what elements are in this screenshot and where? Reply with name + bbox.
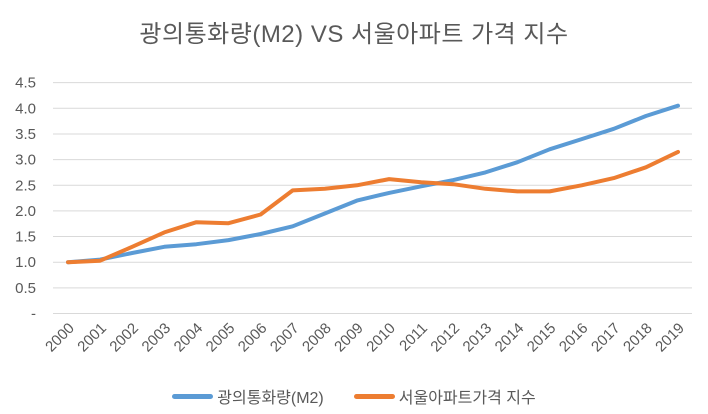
y-tick-label: 3.0 bbox=[15, 152, 36, 169]
series-line-0 bbox=[66, 103, 680, 265]
y-tick-label: 1.0 bbox=[15, 254, 36, 271]
y-tick-label: 0.5 bbox=[15, 280, 36, 297]
x-tick-label: 2017 bbox=[588, 320, 624, 356]
series-lines-group bbox=[66, 103, 680, 265]
gridlines-group bbox=[53, 82, 692, 314]
y-tick-label: 4.0 bbox=[15, 100, 36, 117]
y-tick-label: - bbox=[31, 306, 36, 323]
x-tick-label: 2005 bbox=[203, 320, 239, 356]
x-tick-label: 2011 bbox=[396, 320, 431, 355]
y-axis-tick-labels: - 0.5 1.0 1.5 2.0 2.5 3.0 3.5 4.0 4.5 bbox=[15, 75, 36, 323]
legend-swatch-m2-line bbox=[172, 393, 214, 399]
series-line-1 bbox=[66, 149, 680, 265]
x-tick-label: 2008 bbox=[299, 320, 335, 356]
x-tick-label: 2003 bbox=[139, 320, 175, 356]
legend-item-seoul-apt: 서울아파트가격 지수 bbox=[353, 384, 536, 408]
y-tick-label: 2.0 bbox=[15, 203, 36, 220]
x-tick-label: 2007 bbox=[267, 320, 303, 356]
x-tick-label: 2000 bbox=[42, 320, 78, 356]
x-tick-label: 2004 bbox=[171, 320, 207, 356]
legend: 광의통화량(M2) 서울아파트가격 지수 bbox=[0, 384, 708, 408]
y-tick-label: 4.5 bbox=[15, 75, 36, 92]
x-tick-label: 2015 bbox=[524, 320, 560, 356]
x-tick-label: 2014 bbox=[492, 320, 528, 356]
chart-title: 광의통화량(M2) VS 서울아파트 가격 지수 bbox=[139, 21, 569, 48]
legend-item-m2: 광의통화량(M2) bbox=[172, 384, 324, 408]
x-tick-label: 2018 bbox=[620, 320, 656, 356]
x-tick-label: 2010 bbox=[363, 320, 399, 356]
x-tick-label: 2002 bbox=[106, 320, 142, 356]
x-tick-label: 2006 bbox=[235, 320, 271, 356]
x-tick-label: 2016 bbox=[556, 320, 592, 356]
y-tick-label: 2.5 bbox=[15, 177, 36, 194]
x-tick-label: 2013 bbox=[460, 320, 496, 356]
legend-label-seoul-apt: 서울아파트가격 지수 bbox=[398, 390, 536, 407]
x-tick-label: 2019 bbox=[652, 320, 688, 356]
legend-label-m2: 광의통화량(M2) bbox=[217, 390, 324, 407]
y-tick-label: 1.5 bbox=[15, 229, 36, 246]
y-tick-label: 3.5 bbox=[15, 126, 36, 143]
x-tick-label: 2001 bbox=[74, 320, 110, 356]
legend-swatch-seoul-apt-line bbox=[353, 393, 395, 399]
x-tick-label: 2009 bbox=[331, 320, 367, 356]
x-tick-label: 2012 bbox=[427, 320, 463, 356]
x-axis-tick-labels: 2000200120022003200420052006200720082009… bbox=[42, 320, 688, 356]
